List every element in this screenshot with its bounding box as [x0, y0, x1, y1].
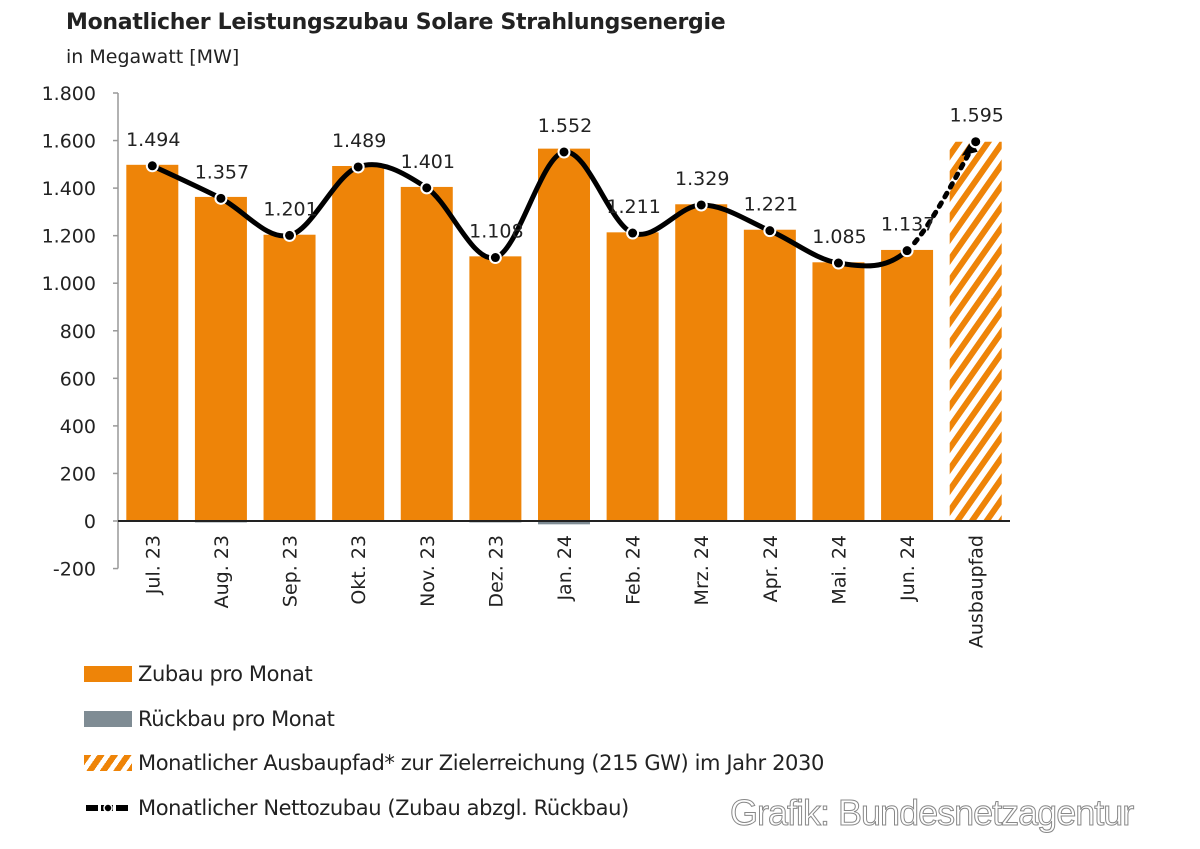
bar-bar-11: [881, 249, 934, 521]
y-tick-label: 0: [84, 511, 96, 533]
y-tick-label: 1.400: [42, 178, 96, 200]
data-label: 1.401: [401, 151, 455, 173]
data-label: 1.357: [195, 161, 249, 183]
legend-label: Zubau pro Monat: [138, 662, 313, 687]
data-label: 1.494: [126, 129, 180, 151]
net-point-11: [900, 244, 914, 258]
net-point-4: [420, 181, 434, 195]
watermark: Grafik: Bundesnetzagentur: [729, 792, 1134, 834]
net-point-7: [626, 226, 640, 240]
net-point-1: [214, 191, 228, 205]
bar-bar-0: [126, 164, 179, 521]
data-label: 1.329: [675, 168, 729, 190]
bar-bar-6: [538, 521, 590, 525]
net-point-2: [283, 228, 297, 242]
net-point-6: [557, 145, 571, 159]
bar-bar-7: [606, 232, 659, 522]
data-label: 1.108: [469, 221, 523, 243]
net-point-5: [488, 251, 502, 265]
data-label: 1.085: [812, 226, 866, 248]
x-tick-label: Aug. 23: [211, 535, 233, 608]
chart-legend: Zubau pro Monat Rückbau pro Monat Monatl…: [84, 652, 824, 830]
legend-item-ausbaupfad: Monatlicher Ausbaupfad* zur Zielerreichu…: [84, 741, 824, 786]
x-tick-label: Okt. 23: [348, 535, 370, 605]
y-tick-label: 600: [60, 368, 96, 390]
y-tick-label: 1.200: [42, 226, 96, 248]
y-tick-label: 1.600: [42, 131, 96, 153]
net-point-3: [351, 160, 365, 174]
legend-label: Monatlicher Nettozubau (Zubau abzgl. Rüc…: [138, 795, 629, 820]
legend-item-netto: Monatlicher Nettozubau (Zubau abzgl. Rüc…: [84, 786, 824, 831]
x-tick-label: Mrz. 24: [691, 535, 713, 605]
bar-bar-8: [675, 204, 728, 521]
legend-item-rueckbau: Rückbau pro Monat: [84, 697, 824, 742]
y-tick-label: 1.800: [42, 83, 96, 105]
x-tick-label: Jul. 23: [142, 535, 164, 595]
bar-bar-1: [194, 196, 247, 522]
bar-bar-6: [538, 148, 590, 521]
y-tick-label: 800: [60, 321, 96, 343]
legend-swatch-zubau: [84, 666, 132, 683]
data-label: 1.221: [744, 194, 798, 216]
bar-bar-2: [263, 234, 316, 521]
legend-swatch-netto: [86, 803, 130, 813]
legend-label: Rückbau pro Monat: [138, 706, 335, 731]
data-label: 1.552: [538, 115, 592, 137]
bar-bar-3: [332, 165, 385, 521]
net-point-12: [969, 135, 983, 149]
data-label: 1.137: [881, 214, 935, 236]
bar-bar-hatched-12: [949, 141, 1002, 521]
x-tick-label: Nov. 23: [417, 535, 439, 607]
x-tick-label: Jan. 24: [554, 535, 576, 602]
chart-title: Monatlicher Leistungszubau Solare Strahl…: [66, 10, 726, 35]
x-tick-label: Jun. 24: [897, 535, 919, 602]
net-point-8: [694, 198, 708, 212]
data-label: 1.489: [332, 130, 386, 152]
net-point-0: [145, 159, 159, 173]
net-point-10: [831, 256, 845, 270]
chart-subtitle: in Megawatt [MW]: [66, 46, 240, 68]
data-label: 1.595: [949, 105, 1003, 127]
y-tick-label: -200: [53, 559, 96, 581]
bar-bar-10: [812, 262, 865, 521]
bar-bar-9: [743, 229, 796, 521]
x-tick-label: Mai. 24: [828, 535, 850, 605]
bar-bar-4: [400, 186, 453, 521]
legend-swatch-rueckbau: [84, 710, 132, 727]
y-tick-label: 400: [60, 416, 96, 438]
x-tick-label: Apr. 24: [760, 535, 782, 602]
legend-item-zubau: Zubau pro Monat: [84, 652, 824, 697]
data-label: 1.211: [606, 196, 660, 218]
x-tick-label: Ausbaupfad: [966, 535, 988, 648]
bar-bar-5: [469, 256, 522, 521]
x-tick-label: Feb. 24: [623, 535, 645, 605]
data-label: 1.201: [263, 198, 317, 220]
x-tick-label: Dez. 23: [485, 535, 507, 608]
net-point-9: [763, 224, 777, 238]
y-tick-label: 1.000: [42, 273, 96, 295]
y-tick-label: 200: [60, 463, 96, 485]
x-tick-label: Sep. 23: [280, 535, 302, 607]
legend-label: Monatlicher Ausbaupfad* zur Zielerreichu…: [138, 751, 824, 776]
legend-swatch-ausbaupfad: [84, 755, 132, 772]
